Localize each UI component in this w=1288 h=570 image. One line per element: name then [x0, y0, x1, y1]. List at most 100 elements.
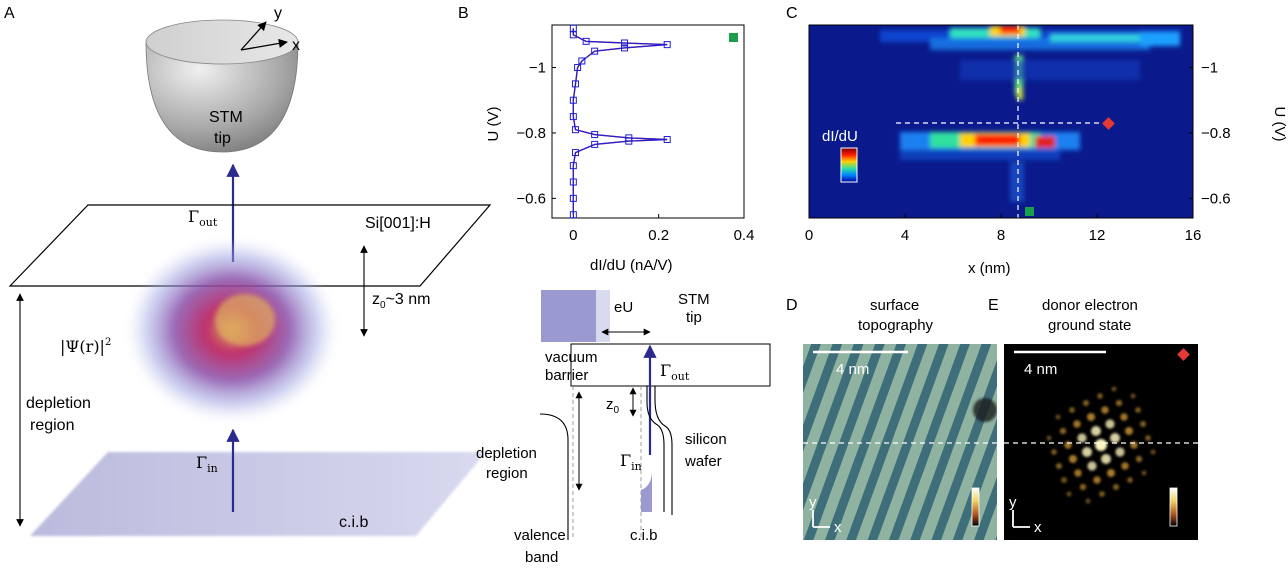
- ground-state-dot: [1093, 476, 1101, 484]
- ground-state-dot: [1099, 491, 1105, 497]
- depletion-label-line2: region: [30, 417, 74, 434]
- gamma-in-label: Γin: [196, 453, 218, 475]
- heatmap-xtick-label: 4: [901, 227, 909, 244]
- surface-label: Si[001]:H: [365, 215, 431, 232]
- green-marker-b: [729, 33, 738, 42]
- depletion-label-line1: depletion: [26, 395, 91, 412]
- heatmap-colorbar: [840, 147, 858, 183]
- ground-state-dot: [1073, 420, 1081, 428]
- ground-state-dot: [1085, 498, 1091, 504]
- spectrum-data-point: [571, 80, 579, 88]
- spectrum-data-point: [591, 131, 599, 139]
- spectrum-ylabel: U (V): [485, 107, 502, 142]
- spectrum-data-point: [625, 134, 633, 142]
- ground-state-dot: [1074, 469, 1082, 477]
- colorbar-e: [1169, 487, 1178, 527]
- axis-icon-d: [812, 510, 830, 528]
- spectrum-ticks: 0 0.2 0.4 −1 −0.8 −0.6: [516, 60, 754, 244]
- spectrum-data-line: [572, 28, 668, 215]
- spectrum-ytick-label: −1: [529, 60, 546, 77]
- spectrum-data-point: [591, 47, 599, 55]
- silicon-label-line1: silicon: [685, 431, 727, 448]
- colorbar-d: [971, 487, 980, 527]
- heatmap-xtick-label: 8: [997, 227, 1005, 244]
- spectrum-xlabel: dI/dU (nA/V): [590, 257, 673, 274]
- axis-x-label-e: x: [1034, 519, 1042, 536]
- panel-e-title-line2: ground state: [1048, 317, 1131, 334]
- spectrum-data-point: [582, 37, 590, 45]
- ground-state-dot: [1051, 449, 1057, 455]
- silicon-label-line2: wafer: [684, 453, 722, 470]
- ground-state-dot: [1113, 484, 1119, 490]
- energy-diagram: [539, 290, 771, 540]
- ground-state-dot: [1130, 441, 1138, 449]
- tip-label-line1: STM: [209, 109, 243, 126]
- spectrum-data-point: [663, 41, 671, 49]
- spectrum-curve: [569, 24, 671, 219]
- ground-state-dot: [1150, 449, 1156, 455]
- axis-y-label-a: y: [274, 5, 282, 22]
- ground-state-dot: [1056, 463, 1062, 469]
- panel-label-a: A: [4, 5, 15, 22]
- spectrum-data-point: [663, 135, 671, 143]
- depletion-label-b-line2: region: [486, 465, 528, 482]
- tip-label-line2: tip: [214, 130, 231, 147]
- valence-label-line1: valence: [514, 527, 566, 544]
- cib-plane: [30, 452, 486, 536]
- ground-state-dot: [1115, 447, 1125, 457]
- ground-state-dot: [1055, 414, 1061, 420]
- vacuum-label-line1: vacuum: [545, 349, 598, 366]
- spectrum-data-point: [591, 140, 599, 148]
- heatmap-xlabel: x (nm): [968, 260, 1011, 277]
- ground-state-dot: [1095, 439, 1107, 451]
- ground-state-dot: [1046, 435, 1052, 441]
- heatmap-image: [809, 25, 1193, 218]
- ground-state-dot: [1127, 477, 1133, 483]
- spectrum-axes: [551, 24, 745, 219]
- psi-label: |Ψ(r)|2: [60, 337, 111, 356]
- panel-label-e: E: [988, 297, 999, 314]
- ground-state-dot: [1079, 483, 1087, 491]
- spectrum-xtick-label: 0: [569, 227, 577, 244]
- panel-d-title-line2: topography: [858, 317, 934, 334]
- eu-label: eU: [614, 299, 633, 316]
- heatmap-xtick-label: 0: [805, 227, 813, 244]
- spectrum-data-point: [574, 64, 582, 72]
- panel-d-title-line1: surface: [870, 297, 919, 314]
- ground-state-dot: [1120, 413, 1128, 421]
- ground-state-dot: [1135, 407, 1141, 413]
- depletion-label-b-line1: depletion: [476, 445, 537, 462]
- heatmap-ticks: 0 4 8 12 16 −1 −0.8 −0.6: [805, 60, 1231, 244]
- spectrum-ytick-label: −0.8: [516, 125, 546, 142]
- ground-state-dot: [1083, 400, 1089, 406]
- spectrum-data-point: [569, 211, 577, 219]
- ground-state-dot: [1066, 491, 1072, 497]
- z0-label: z0~3 nm: [372, 291, 430, 311]
- spectrum-ytick-label: −0.6: [516, 190, 546, 207]
- axis-x-label-d: x: [834, 519, 842, 536]
- ground-state-dot: [1101, 406, 1109, 414]
- stm-label-line1: STM: [678, 291, 710, 308]
- panel-e-title-line1: donor electron: [1042, 297, 1138, 314]
- spectrum-data-point: [571, 126, 579, 134]
- ground-state-dot: [1087, 413, 1095, 421]
- scale-label-e: 4 nm: [1024, 361, 1057, 378]
- panel-label-d: D: [786, 297, 798, 314]
- colorbar-label: dI/dU: [822, 128, 858, 145]
- spectrum-data-point: [569, 113, 577, 121]
- spectrum-xtick-label: 0.4: [734, 227, 755, 244]
- stm-tip: [145, 19, 299, 153]
- ground-state-dot: [1069, 407, 1075, 413]
- xy-axis-icon: [240, 21, 288, 51]
- heatmap-ytick-label: −0.6: [1201, 190, 1231, 207]
- ground-state-dot: [1115, 399, 1123, 407]
- panel-label-b: B: [458, 5, 469, 22]
- spectrum-data-point: [621, 39, 629, 47]
- ground-state-dot: [1077, 433, 1087, 443]
- axis-icon-e: [1012, 510, 1030, 528]
- spectrum-data-point: [578, 57, 586, 65]
- axis-y-label-e: y: [1009, 494, 1017, 511]
- spectrum-data-point: [569, 178, 577, 186]
- spectrum-data-point: [569, 96, 577, 104]
- ground-state-dot: [1061, 477, 1067, 483]
